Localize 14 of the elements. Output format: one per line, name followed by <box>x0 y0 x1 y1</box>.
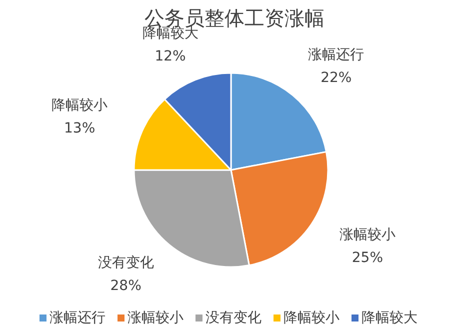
slice-label: 涨幅还行 <box>308 46 364 63</box>
slice-label: 涨幅较小 <box>339 226 396 243</box>
legend-label: 涨幅较小 <box>128 310 184 326</box>
data-label: 12% <box>154 48 186 64</box>
data-label: 25% <box>352 250 384 266</box>
data-label: 13% <box>64 120 96 136</box>
data-label: 28% <box>110 278 142 294</box>
legend-label: 涨幅还行 <box>50 310 106 326</box>
slice-label: 降幅较小 <box>52 97 108 114</box>
legend-label: 降幅较大 <box>362 310 418 326</box>
legend-label: 降幅较小 <box>284 310 340 326</box>
data-label: 22% <box>320 70 352 86</box>
legend-label: 没有变化 <box>206 310 262 326</box>
slice-label: 没有变化 <box>98 255 154 272</box>
